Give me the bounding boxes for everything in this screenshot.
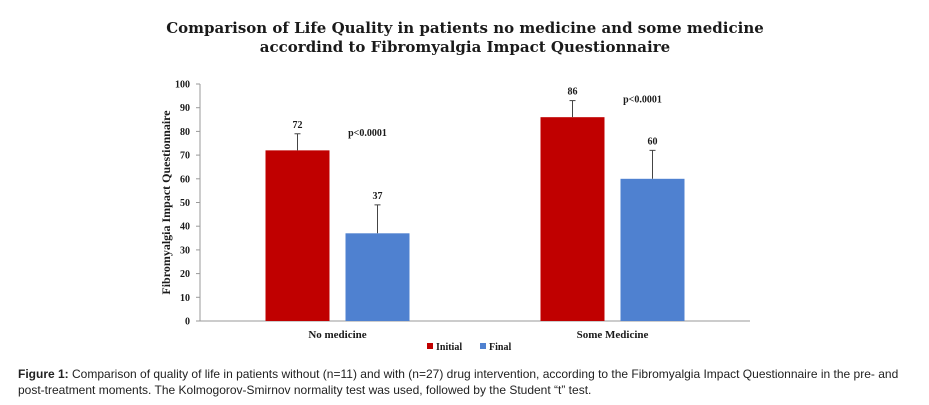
figure-caption: Figure 1: Comparison of quality of life …	[18, 366, 918, 398]
chart-title-line-1: Comparison of Life Quality in patients n…	[166, 19, 764, 37]
data-label: 60	[648, 136, 658, 147]
p-value-annotation: p<0.0001	[623, 95, 662, 106]
y-tick-label: 70	[180, 151, 190, 162]
legend-label-final: Final	[489, 342, 511, 353]
y-tick-label: 40	[180, 222, 190, 233]
y-tick-label: 0	[185, 317, 190, 328]
y-tick-label: 80	[180, 127, 190, 138]
y-tick-label: 90	[180, 103, 190, 114]
bar-initial-1	[265, 150, 330, 321]
caption-label: Figure 1:	[18, 367, 69, 381]
legend-label-initial: Initial	[436, 342, 462, 353]
y-tick-label: 30	[180, 245, 190, 256]
p-value-annotation: p<0.0001	[348, 128, 387, 139]
y-tick-label: 50	[180, 198, 190, 209]
bar-final-1	[345, 233, 410, 321]
x-category-label: No medicine	[308, 329, 366, 341]
y-tick-label: 10	[180, 293, 190, 304]
x-category-label: Some Medicine	[577, 329, 649, 341]
data-label: 72	[293, 120, 303, 131]
y-axis-label: Fibromyalgia Impact Questionnaire	[159, 110, 173, 295]
legend-swatch-final	[480, 343, 486, 349]
y-tick-label: 60	[180, 174, 190, 185]
bar-chart: Comparison of Life Quality in patients n…	[159, 19, 764, 353]
legend-swatch-initial	[427, 343, 433, 349]
data-label: 37	[373, 191, 383, 202]
bar-initial-2	[540, 117, 605, 322]
chart-title-line-2: accordind to Fibromyalgia Impact Questio…	[260, 38, 670, 56]
y-tick-label: 20	[180, 269, 190, 280]
data-label: 86	[568, 87, 578, 98]
caption-text: Comparison of quality of life in patient…	[18, 367, 899, 397]
bar-final-2	[620, 178, 685, 321]
y-tick-label: 100	[175, 80, 190, 91]
